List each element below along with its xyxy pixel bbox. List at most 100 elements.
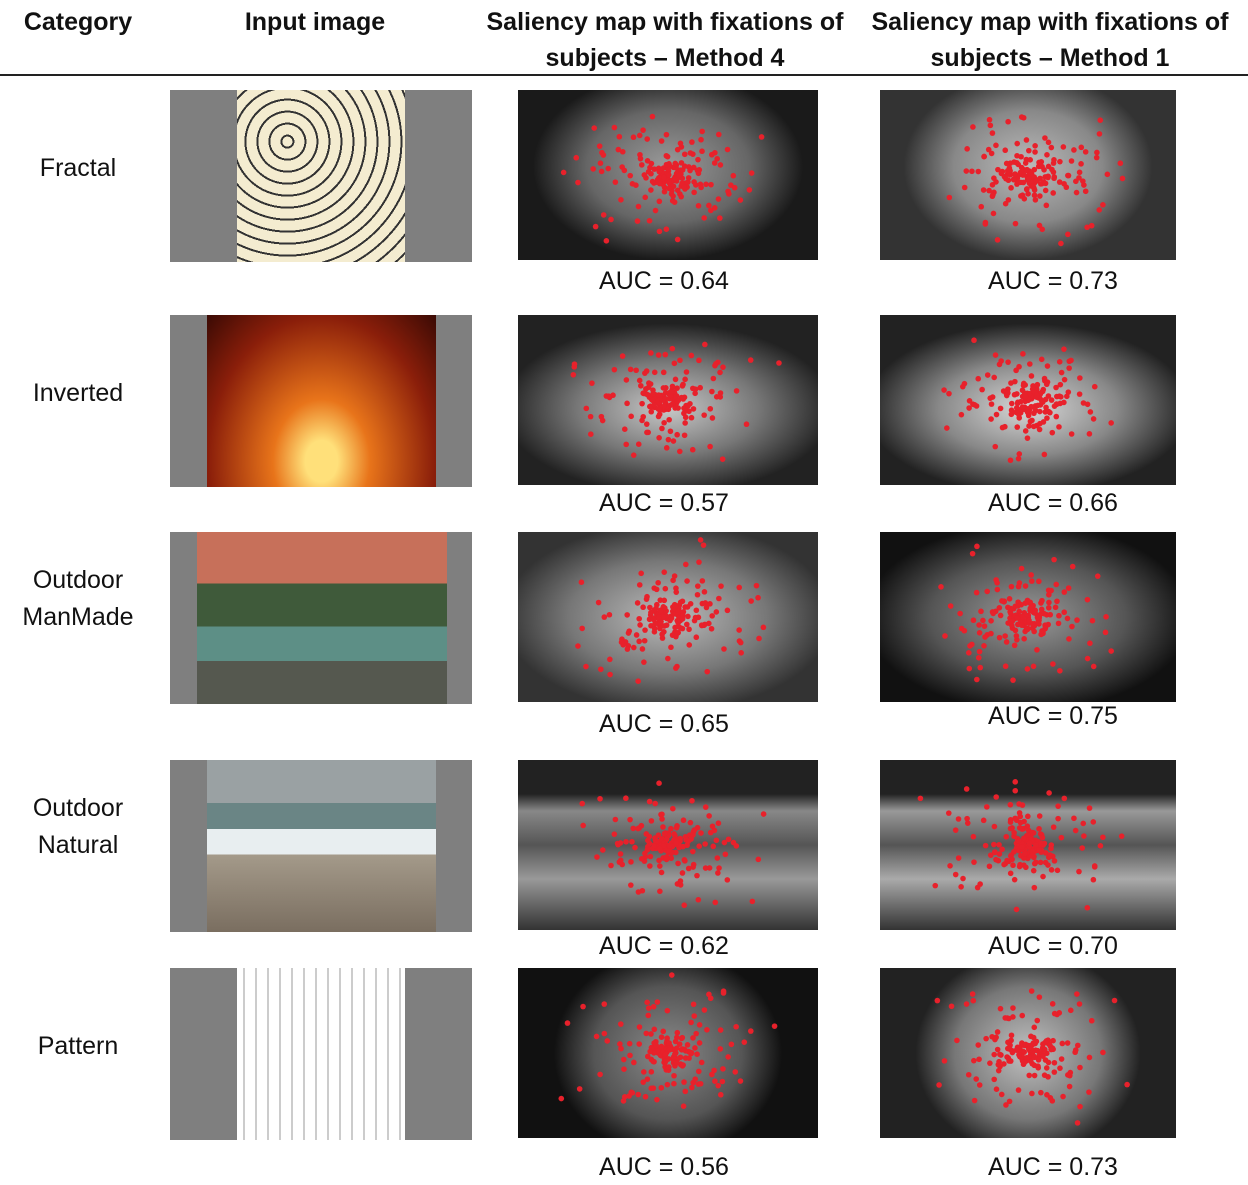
fixation-dot xyxy=(1047,611,1054,618)
saliency-map xyxy=(518,968,818,1138)
fixation-dot xyxy=(737,639,744,646)
fixation-dot xyxy=(703,181,709,188)
fixation-dot xyxy=(706,865,713,871)
fixation-dot xyxy=(637,155,644,162)
fixation-dot xyxy=(1030,183,1036,190)
fixation-dot xyxy=(1036,826,1042,832)
fixation-dot xyxy=(1065,231,1071,238)
fixation-dot xyxy=(564,1020,571,1026)
fixation-dot xyxy=(699,578,706,584)
fixation-dot xyxy=(746,187,753,193)
fixation-dot xyxy=(661,597,668,604)
fixation-dot xyxy=(1007,870,1014,877)
fixation-dot xyxy=(1003,175,1009,182)
fixation-dot xyxy=(1051,1010,1058,1017)
fixation-dot xyxy=(695,170,702,177)
fixation-dot xyxy=(1007,801,1014,808)
fixation-dot xyxy=(649,397,656,404)
fixation-dot xyxy=(1031,1054,1038,1061)
fixations xyxy=(938,543,1114,683)
fixation-dot xyxy=(999,168,1006,175)
fixations xyxy=(575,537,767,684)
fixation-dot xyxy=(655,352,662,358)
fixation-dot xyxy=(1064,615,1071,622)
fixation-dot xyxy=(963,786,970,792)
fixation-dot xyxy=(1045,139,1052,146)
fixation-dot xyxy=(1088,222,1095,229)
fixation-dot xyxy=(698,184,704,191)
fixation-dot xyxy=(717,162,724,168)
fixation-dot xyxy=(1072,827,1079,834)
auc-score: AUC = 0.57 xyxy=(599,489,729,517)
fixation-dot xyxy=(1045,174,1051,181)
fixation-dot xyxy=(629,181,636,187)
fixation-dot xyxy=(682,407,689,414)
fixation-dot xyxy=(648,1085,655,1092)
fixation-dot xyxy=(994,237,1001,243)
fixation-dot xyxy=(709,613,715,619)
fixation-dot xyxy=(690,1001,697,1008)
fixation-dot xyxy=(996,604,1003,611)
fixation-dot xyxy=(980,817,987,824)
fixation-dot xyxy=(684,621,690,628)
fixation-dot xyxy=(755,594,761,601)
fixation-dot xyxy=(695,896,702,903)
fixation-dot xyxy=(702,865,709,871)
fixation-dot xyxy=(725,1054,731,1060)
fixation-dot xyxy=(1011,159,1017,165)
fixation-dot xyxy=(645,392,651,398)
fixation-dot xyxy=(627,366,634,373)
fixation-dot xyxy=(676,1041,683,1047)
fixation-dot xyxy=(673,589,680,595)
fixation-dot xyxy=(1088,1017,1095,1024)
fixation-dot xyxy=(1060,1093,1066,1100)
auc-score: AUC = 0.70 xyxy=(988,932,1118,960)
fixation-dot xyxy=(715,870,721,876)
fixation-dot xyxy=(666,179,672,186)
fixation-dot xyxy=(1068,431,1075,437)
fixation-dot xyxy=(694,591,701,598)
fixation-dot xyxy=(661,569,668,575)
fixation-dot xyxy=(966,398,973,404)
fixation-dot xyxy=(1037,193,1043,199)
fixation-dot xyxy=(647,863,653,869)
fixation-dot xyxy=(1036,847,1042,854)
fixation-dot xyxy=(583,405,590,412)
fixation-dot xyxy=(573,154,580,161)
fixation-dot xyxy=(1124,1081,1130,1088)
fixation-dot xyxy=(984,804,990,810)
fixation-dot xyxy=(687,819,694,826)
fixation-dot xyxy=(682,1088,689,1095)
fixation-dot xyxy=(603,238,610,244)
fixation-dot xyxy=(966,650,972,656)
fixation-dot xyxy=(1012,779,1019,785)
fixation-dot xyxy=(946,194,953,201)
fixation-dot xyxy=(648,187,654,193)
fixation-dot xyxy=(611,831,618,837)
fixation-dot xyxy=(1089,617,1096,624)
fixation-dot xyxy=(1082,188,1089,195)
fixation-dot xyxy=(658,138,665,144)
fixation-dot xyxy=(655,1047,662,1054)
fixations xyxy=(579,780,767,909)
fixation-dot xyxy=(656,857,662,864)
fixation-dot xyxy=(703,604,710,611)
fixation-dot xyxy=(1023,625,1030,632)
fixation-dot xyxy=(685,865,692,872)
fixation-dot xyxy=(652,207,659,214)
fixation-dot xyxy=(597,666,604,673)
fixation-dot xyxy=(970,997,977,1004)
fixation-dot xyxy=(653,1042,659,1049)
fixation-dot xyxy=(1050,190,1056,196)
fixation-dot xyxy=(656,845,663,852)
fixation-dot xyxy=(627,1052,633,1059)
fixation-dot xyxy=(1058,240,1064,247)
fixation-dot xyxy=(666,842,673,849)
fixation-dot xyxy=(1048,397,1055,403)
fixation-dot xyxy=(1010,176,1017,183)
fixation-dot xyxy=(692,386,699,393)
fixation-dot xyxy=(697,384,703,391)
fixation-dot xyxy=(687,150,694,156)
fixation-dot xyxy=(978,608,984,615)
fixation-dot xyxy=(641,659,647,665)
